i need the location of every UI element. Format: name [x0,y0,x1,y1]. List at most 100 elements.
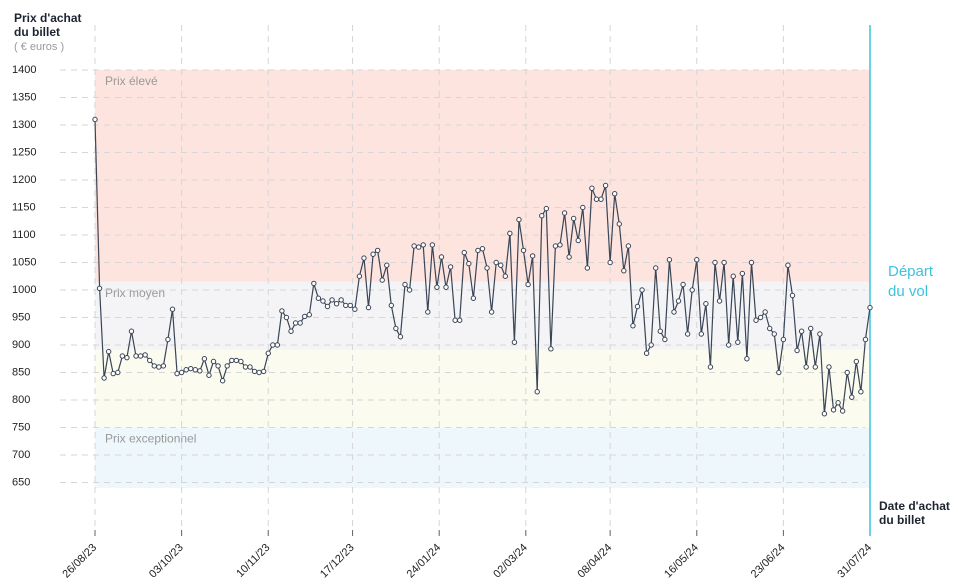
price-point [767,325,773,332]
price-point [575,237,581,244]
y-tick-label: 650 [12,476,30,488]
y-tick-label: 950 [12,311,30,323]
price-point [265,350,271,356]
price-point [671,309,677,315]
price-point [762,309,768,315]
y-axis-title: Prix d'achat du billet [14,11,82,39]
price-point [858,389,864,395]
price-point [839,408,846,414]
zone-label: Prix élevé [105,74,158,88]
price-point [798,328,805,334]
price-point [707,364,714,370]
y-tick-label: 800 [12,394,30,406]
price-point [233,357,240,364]
y-tick-label: 1300 [12,119,36,131]
price-point [420,242,426,248]
price-point [548,346,554,352]
price-point [698,331,705,337]
price-point [817,331,823,337]
price-point [552,243,559,249]
y-tick-label: 1100 [12,229,36,241]
price-point [689,287,695,293]
price-point [283,314,290,321]
price-zone [95,427,870,488]
price-point [188,365,194,372]
price-zone [95,349,870,428]
price-point [352,306,358,312]
price-point [744,356,750,362]
price-point [242,364,249,370]
price-point [739,270,746,277]
y-tick-label: 900 [12,339,30,351]
price-point [384,262,390,268]
y-tick-label: 1050 [12,256,36,268]
price-point [748,259,755,266]
price-point [475,247,481,254]
price-point [648,342,654,348]
price-point [507,230,513,237]
price-point [498,262,504,268]
price-point [493,259,499,266]
price-point [374,247,381,254]
price-point [543,205,550,212]
price-point [557,242,563,248]
price-point [215,363,221,369]
price-point [415,244,422,250]
price-point [411,243,417,249]
price-point [570,215,577,222]
price-point [311,280,317,287]
price-point [657,328,663,334]
price-point [662,336,668,343]
price-point [561,210,568,216]
x-tick-label: 08/04/24 [576,542,615,581]
price-point [110,370,116,377]
x-tick-label: 02/03/24 [491,542,530,581]
price-point [862,336,869,343]
price-point [703,301,709,307]
price-point [343,302,349,309]
price-point [429,242,436,248]
price-point [338,297,344,303]
price-point [274,342,281,348]
price-point [288,328,294,334]
price-point [251,368,258,375]
price-point [826,364,832,370]
price-point [653,265,659,271]
price-point [96,285,103,292]
price-point [457,317,463,323]
y-tick-label: 1250 [12,146,36,158]
y-tick-label: 1400 [12,64,36,76]
price-point [830,407,837,413]
x-tick-label: 16/05/24 [662,542,701,581]
price-point [785,262,791,268]
price-point [525,281,531,288]
price-point [406,287,413,293]
price-point [165,336,171,343]
price-point [447,264,454,270]
price-point [197,368,203,374]
price-point [229,357,235,364]
x-tick-label: 10/11/23 [234,542,272,580]
price-point [151,363,157,369]
price-point [347,302,353,309]
price-point [438,254,445,260]
price-point [365,304,372,311]
price-point [333,301,340,307]
price-point [324,303,331,310]
price-point [539,213,545,219]
price-point [666,257,673,263]
x-tick-label: 23/06/24 [749,542,788,581]
price-point [119,353,126,359]
price-point [402,281,408,288]
price-point [730,273,736,279]
price-point [844,369,850,376]
price-point [302,313,308,320]
price-point [124,354,130,361]
price-point [680,281,686,288]
price-point [320,298,326,304]
departure-label: Départ du vol [888,263,934,300]
price-point [315,295,322,301]
price-point [425,309,431,315]
price-point [443,284,449,290]
